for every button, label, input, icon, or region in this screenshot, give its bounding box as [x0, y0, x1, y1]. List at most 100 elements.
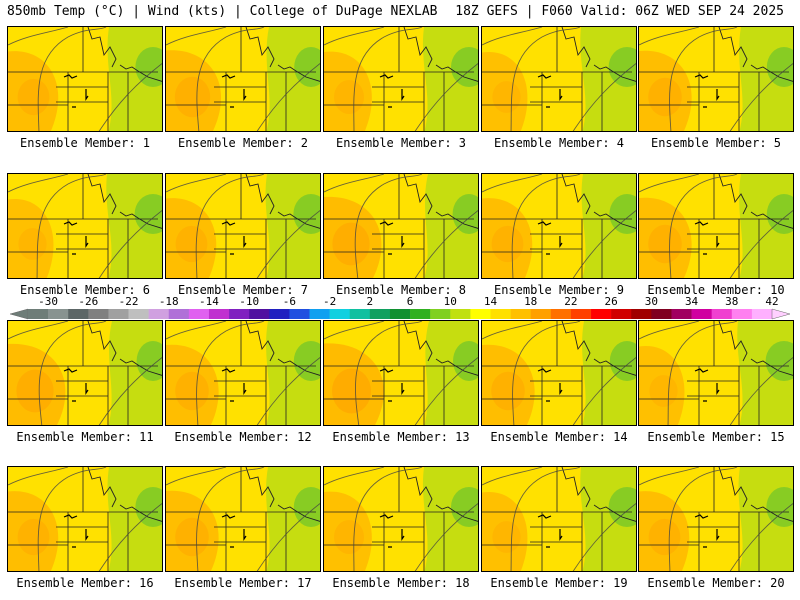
temperature-field: [482, 174, 636, 278]
panel-label-3: Ensemble Member: 3: [335, 136, 467, 150]
colorbar-label: 14: [483, 295, 498, 308]
map-panel-16: [7, 466, 163, 572]
panel-label-2: Ensemble Member: 2: [177, 136, 309, 150]
colorbar-label: -18: [158, 295, 179, 308]
panel-label-14: Ensemble Member: 14: [490, 430, 628, 444]
map-panel-8: [323, 173, 479, 279]
colorbar-swatch: [671, 309, 692, 319]
colorbar-label: 18: [524, 295, 538, 308]
colorbar-swatches: [10, 308, 790, 320]
title-left: 850mb Temp (°C) | Wind (kts) | College o…: [7, 4, 438, 19]
panel-label-13: Ensemble Member: 13: [332, 430, 470, 444]
temperature-field: [166, 174, 320, 278]
colorbar-swatch: [229, 309, 250, 319]
panel-label-20: Ensemble Member: 20: [647, 576, 785, 590]
colorbar-swatch: [651, 309, 672, 319]
temperature-field: [8, 27, 162, 131]
panel-label-19: Ensemble Member: 19: [490, 576, 628, 590]
map-panel-11: [7, 320, 163, 426]
colorbar-swatch: [369, 309, 391, 319]
panel-label-17: Ensemble Member: 17: [174, 576, 312, 590]
colorbar-label: -22: [118, 295, 139, 308]
map-panel-3: [323, 26, 479, 132]
temperature-field: [639, 27, 793, 131]
map-panel-13: [323, 320, 479, 426]
colorbar-swatch: [611, 309, 632, 319]
panel-label-12: Ensemble Member: 12: [174, 430, 312, 444]
map-panel-9: [481, 173, 637, 279]
temperature-field: [166, 467, 320, 571]
colorbar-swatch: [731, 309, 753, 319]
map-panel-7: [165, 173, 321, 279]
map-panel-4: [481, 26, 637, 132]
colorbar-swatch: [389, 309, 411, 319]
colorbar-label: 2: [366, 295, 374, 308]
colorbar-swatch: [28, 309, 49, 319]
colorbar-swatch: [591, 309, 612, 319]
colorbar-swatch: [450, 309, 471, 319]
temperature-field: [482, 467, 636, 571]
temperature-field: [482, 27, 636, 131]
colorbar-swatch: [691, 309, 712, 319]
map-panel-6: [7, 173, 163, 279]
map-panel-19: [481, 466, 637, 572]
temperature-field: [324, 321, 478, 425]
temperature-field: [8, 467, 162, 571]
panel-label-1: Ensemble Member: 1: [19, 136, 151, 150]
colorbar-swatch: [128, 309, 149, 319]
colorbar-swatch: [88, 309, 109, 319]
colorbar-swatch: [550, 309, 572, 319]
panel-label-4: Ensemble Member: 4: [493, 136, 625, 150]
temperature-field: [324, 174, 478, 278]
colorbar-swatch: [168, 309, 190, 319]
colorbar-swatch: [631, 309, 652, 319]
panel-label-15: Ensemble Member: 15: [647, 430, 785, 444]
colorbar-swatch: [289, 309, 310, 319]
panel-label-10: Ensemble Member: 10: [647, 283, 785, 297]
colorbar-swatch: [570, 309, 592, 319]
panel-label-11: Ensemble Member: 11: [16, 430, 154, 444]
colorbar-label: -2: [322, 295, 337, 308]
colorbar-swatch: [249, 309, 270, 319]
panel-label-8: Ensemble Member: 8: [335, 283, 467, 297]
colorbar-swatch: [148, 309, 170, 319]
colorbar-swatch: [530, 309, 552, 319]
panel-label-7: Ensemble Member: 7: [177, 283, 309, 297]
colorbar-swatch: [208, 309, 230, 319]
colorbar-swatch: [108, 309, 129, 319]
colorbar-swatch: [510, 309, 532, 319]
panel-label-18: Ensemble Member: 18: [332, 576, 470, 590]
map-panel-2: [165, 26, 321, 132]
panel-label-9: Ensemble Member: 9: [493, 283, 625, 297]
colorbar-label: 22: [564, 295, 578, 308]
colorbar-swatch: [269, 309, 290, 319]
map-panel-14: [481, 320, 637, 426]
colorbar-swatch: [48, 309, 69, 319]
map-panel-12: [165, 320, 321, 426]
colorbar-label: 38: [725, 295, 739, 308]
map-panel-20: [638, 466, 794, 572]
temperature-field: [639, 174, 793, 278]
colorbar-swatch: [711, 309, 733, 319]
colorbar-swatch: [68, 309, 89, 319]
map-panel-5: [638, 26, 794, 132]
colorbar-label: 42: [765, 295, 779, 308]
colorbar-label: 30: [644, 295, 658, 308]
colorbar-swatch: [349, 309, 371, 319]
temperature-field: [166, 27, 320, 131]
map-panel-10: [638, 173, 794, 279]
temperature-field: [8, 174, 162, 278]
temperature-field: [166, 321, 320, 425]
colorbar-swatch: [410, 309, 431, 319]
colorbar-label: -26: [78, 295, 99, 308]
colorbar-label: 34: [684, 295, 699, 308]
colorbar-label: -6: [282, 295, 297, 308]
colorbar-swatch: [188, 309, 210, 319]
colorbar-swatch: [430, 309, 451, 319]
temperature-field: [324, 27, 478, 131]
map-panel-1: [7, 26, 163, 132]
colorbar-label: 10: [443, 295, 457, 308]
colorbar-label: 26: [604, 295, 618, 308]
temperature-field: [639, 321, 793, 425]
colorbar-label: 6: [406, 295, 414, 308]
